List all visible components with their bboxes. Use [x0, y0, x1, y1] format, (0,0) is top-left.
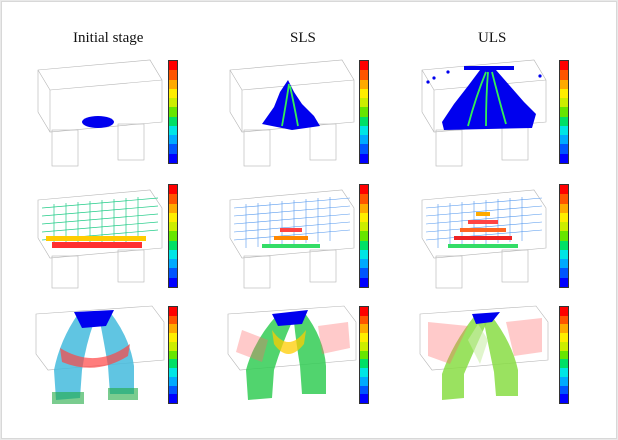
- stress-plot-sls: [227, 305, 357, 400]
- colorbar-rebar-sls: [357, 172, 379, 288]
- colorbar-scale: [168, 306, 178, 404]
- colorbar-scale: [168, 60, 178, 164]
- colorbar-crack-sls: [357, 48, 379, 164]
- panel-stress-sls: [222, 300, 402, 420]
- colorbar-stress-sls: [357, 294, 379, 404]
- colorbar-stress-uls: [557, 294, 579, 404]
- beam-wireframe: [229, 59, 355, 167]
- colorbar-scale: [559, 60, 569, 164]
- colorbar-scale: [559, 184, 569, 288]
- rebar-plot-uls: [421, 189, 547, 289]
- beam-wireframe: [35, 305, 165, 371]
- rebar-plot-sls: [229, 189, 355, 289]
- column-title-sls: SLS: [290, 30, 316, 46]
- crack-line: [281, 83, 290, 127]
- crack-line: [467, 71, 487, 127]
- beam-wireframe: [37, 189, 163, 289]
- beam-wireframe: [37, 59, 163, 167]
- stress-plot-uls: [419, 305, 549, 400]
- panel-crack-initial: [30, 52, 210, 172]
- beam-wireframe: [421, 189, 547, 289]
- rebar-plot-initial: [37, 189, 163, 289]
- colorbar-stress-initial: [166, 294, 188, 404]
- beam-wireframe: [419, 305, 549, 371]
- panel-crack-uls: [414, 52, 594, 172]
- colorbar-scale: [359, 184, 369, 288]
- panel-rebar-uls: [414, 178, 594, 298]
- beam-wireframe: [229, 189, 355, 289]
- crack-line: [491, 71, 507, 125]
- panel-stress-uls: [414, 300, 594, 420]
- crack-plot-uls: [421, 59, 547, 167]
- crack-line: [485, 71, 489, 127]
- crack-top: [464, 66, 514, 70]
- column-title-initial: Initial stage: [73, 30, 144, 46]
- crack-line: [289, 85, 299, 127]
- colorbar-scale: [168, 184, 178, 288]
- rebar-high-stress: [52, 242, 142, 248]
- colorbar-crack-initial: [166, 48, 188, 164]
- colorbar-crack-uls: [557, 48, 579, 164]
- colorbar-scale: [359, 60, 369, 164]
- crack-plot-sls: [229, 59, 355, 167]
- column-title-uls: ULS: [478, 30, 507, 46]
- strut-right: [484, 314, 518, 396]
- colorbar-rebar-uls: [557, 172, 579, 288]
- beam-wireframe: [227, 305, 357, 371]
- crack-blob: [82, 116, 114, 128]
- strut-left: [246, 314, 292, 400]
- crack-plot-initial: [37, 59, 163, 167]
- panel-rebar-sls: [222, 178, 402, 298]
- rebar-grid: [233, 197, 351, 248]
- colorbar-rebar-initial: [166, 172, 188, 288]
- strut-right: [294, 312, 326, 394]
- stress-plot-initial: [35, 305, 165, 404]
- panel-rebar-initial: [30, 178, 210, 298]
- crack-region: [442, 70, 536, 130]
- colorbar-scale: [559, 306, 569, 404]
- colorbar-scale: [359, 306, 369, 404]
- panel-crack-sls: [222, 52, 402, 172]
- panel-stress-initial: [30, 300, 210, 420]
- crack-region: [262, 80, 320, 130]
